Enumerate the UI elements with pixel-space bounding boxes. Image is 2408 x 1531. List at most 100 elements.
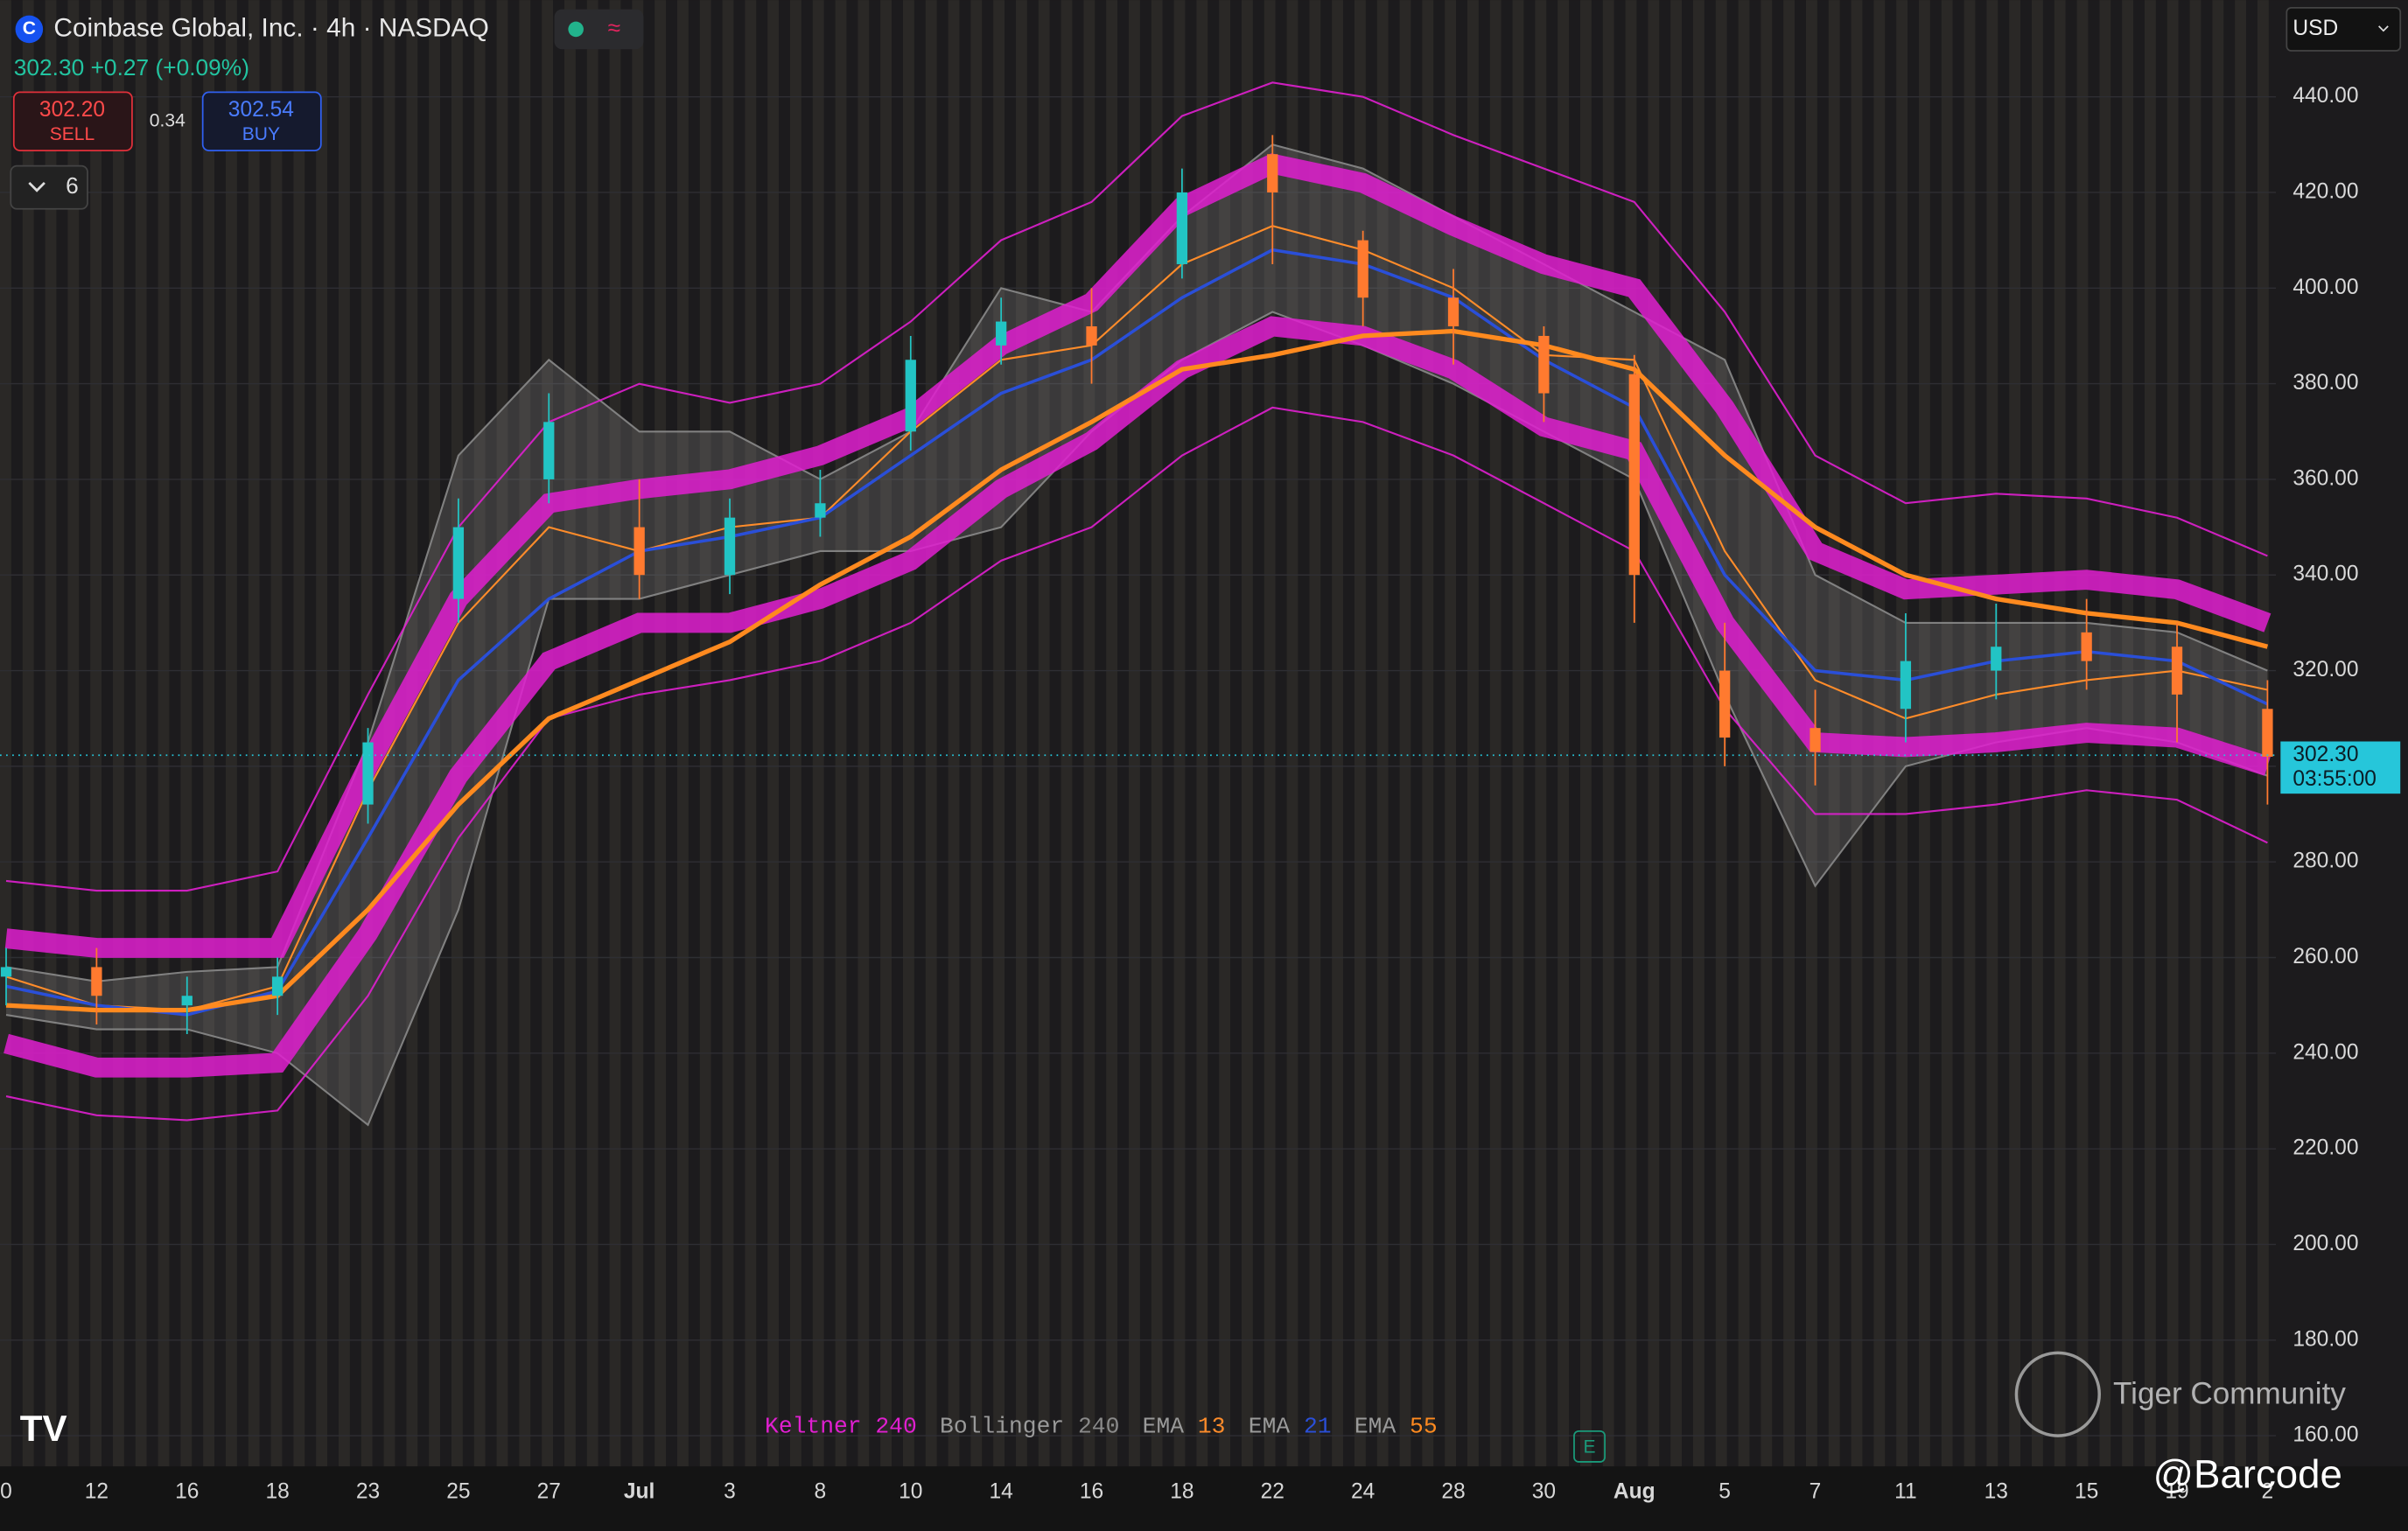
candle-body [91, 967, 102, 996]
session-stripe [135, 0, 147, 1467]
x-tick-label: 18 [265, 1480, 289, 1504]
session-stripe [1512, 0, 1524, 1467]
session-stripe [2212, 0, 2224, 1467]
band-line [5, 81, 2268, 892]
candle-body [1447, 297, 1460, 327]
candle-body [815, 503, 826, 518]
session-stripe [993, 0, 1005, 1467]
candle-body [272, 976, 284, 996]
candle-body [905, 360, 916, 432]
session-stripe [609, 0, 621, 1467]
sell-label[interactable]: SELL [50, 124, 94, 144]
session-stripe [203, 0, 215, 1467]
buy-button[interactable] [201, 91, 322, 151]
y-tick-label: 280.00 [2292, 849, 2358, 873]
y-tick-label: 380.00 [2292, 371, 2358, 395]
session-stripe [880, 0, 892, 1467]
status-pill[interactable] [554, 9, 644, 50]
x-tick-label: 15 [2075, 1480, 2098, 1504]
session-stripe [1016, 0, 1027, 1467]
buy-price[interactable]: 302.54 [228, 98, 294, 122]
indicator-count[interactable]: 6 [66, 172, 79, 199]
symbol-title: Coinbase Global, Inc. · 4h · NASDAQ [53, 13, 488, 42]
y-tick-label: 180.00 [2292, 1327, 2358, 1351]
x-tick-label: 19 [2165, 1480, 2188, 1504]
watermark: Tiger Community [2113, 1377, 2346, 1411]
x-tick-label: 23 [356, 1480, 380, 1504]
market-status [568, 21, 584, 38]
candle-body [724, 517, 736, 576]
session-stripe [452, 0, 463, 1467]
band-line [4, 316, 2271, 1078]
session-stripe [1558, 0, 1570, 1467]
session-stripe [158, 0, 170, 1467]
session-stripe [113, 0, 124, 1467]
sell-button[interactable] [12, 91, 133, 151]
session-stripes [0, 0, 2269, 1467]
y-tick-label: 340.00 [2292, 563, 2358, 586]
y-tick-label: 220.00 [2292, 1136, 2358, 1160]
y-tick-label: 420.00 [2292, 179, 2358, 203]
legend-length: 21 [1304, 1414, 1332, 1440]
session-stripe [1873, 0, 1886, 1467]
indicator-toggle[interactable] [10, 164, 88, 210]
session-stripe [1625, 0, 1637, 1467]
x-tick-label: 16 [175, 1480, 199, 1504]
earnings-marker[interactable]: E [1584, 1437, 1596, 1458]
session-stripe [1828, 0, 1840, 1467]
session-stripe [948, 0, 960, 1467]
legend-name: Keltner [765, 1414, 862, 1440]
session-stripe [858, 0, 870, 1467]
session-stripe [1693, 0, 1704, 1467]
candle-body [1991, 647, 2002, 671]
x-tick-label: 30 [1532, 1480, 1556, 1504]
candle-body [1628, 374, 1640, 576]
session-stripe [1264, 0, 1276, 1467]
currency-select[interactable] [2286, 6, 2402, 52]
x-tick-label: 24 [1351, 1480, 1375, 1504]
candle-body [1900, 661, 1912, 710]
spread: 0.34 [150, 110, 186, 130]
candle-body [1538, 335, 1550, 394]
legend-length: 240 [875, 1414, 916, 1440]
session-stripe [339, 0, 350, 1467]
buy-label[interactable]: BUY [242, 124, 280, 144]
x-tick-label: 11 [1894, 1480, 1917, 1504]
session-stripe [1286, 0, 1298, 1467]
session-stripe [632, 0, 644, 1467]
legend-name: EMA [1143, 1414, 1185, 1440]
session-stripe [1783, 0, 1796, 1467]
sell-price[interactable]: 302.20 [39, 98, 105, 122]
last-price-label: 302.30 [2292, 743, 2358, 766]
last-price-tag [2280, 741, 2401, 794]
session-stripe [1242, 0, 1253, 1467]
session-stripe [1354, 0, 1366, 1467]
x-tick-label: 2 [2262, 1480, 2274, 1504]
session-stripe [1851, 0, 1863, 1467]
session-stripe [1602, 0, 1614, 1467]
x-tick-label: 7 [1810, 1480, 1822, 1504]
session-stripe [270, 0, 283, 1467]
session-stripe [1151, 0, 1163, 1467]
session-stripe [1332, 0, 1344, 1467]
y-tick-label: 160.00 [2292, 1423, 2358, 1447]
currency[interactable]: USD [2292, 17, 2338, 40]
session-stripe [1580, 0, 1592, 1467]
quote: 302.30 +0.27 (+0.09%) [14, 54, 249, 80]
session-stripe [812, 0, 824, 1467]
session-stripe [1467, 0, 1479, 1467]
session-stripe [1106, 0, 1118, 1467]
candle-body [181, 996, 192, 1006]
chevron-icon [2378, 25, 2389, 32]
y-tick-label: 260.00 [2292, 945, 2358, 968]
session-stripe [0, 0, 11, 1467]
session-stripe [767, 0, 780, 1467]
session-stripe [45, 0, 57, 1467]
session-stripe [1489, 0, 1502, 1467]
session-stripe [406, 0, 418, 1467]
x-tick-label: 27 [537, 1480, 561, 1504]
session-stripe [90, 0, 102, 1467]
session-stripe [316, 0, 328, 1467]
earnings-badge[interactable] [1573, 1430, 1606, 1463]
x-tick-label: 0 [0, 1480, 12, 1504]
